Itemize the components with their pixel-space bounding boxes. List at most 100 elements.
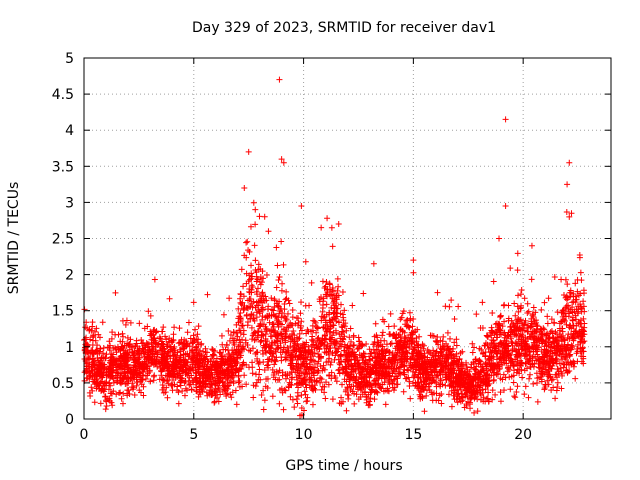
data-point <box>544 348 551 355</box>
data-point <box>167 355 174 362</box>
data-point <box>246 272 253 279</box>
data-point <box>293 396 300 403</box>
data-point <box>298 318 305 325</box>
data-point <box>503 357 510 364</box>
data-point <box>530 310 537 317</box>
data-point <box>567 351 574 358</box>
data-point <box>415 374 422 381</box>
data-point <box>491 340 498 347</box>
data-point <box>99 319 106 326</box>
data-point <box>298 404 305 411</box>
data-point <box>268 312 275 319</box>
data-point <box>239 299 246 306</box>
data-point <box>172 355 179 362</box>
data-point <box>395 357 402 364</box>
data-point <box>338 351 345 358</box>
data-point <box>319 308 326 315</box>
data-point <box>567 293 574 300</box>
data-point <box>138 365 145 372</box>
data-point <box>387 358 394 365</box>
data-point <box>430 390 437 397</box>
data-point <box>83 375 90 382</box>
data-point <box>145 308 152 315</box>
data-point <box>474 396 481 403</box>
data-point <box>403 317 410 324</box>
data-point <box>171 324 178 331</box>
data-point <box>179 368 186 375</box>
data-point <box>93 385 100 392</box>
data-point <box>253 314 260 321</box>
data-point <box>226 337 233 344</box>
data-point <box>159 366 166 373</box>
data-point <box>118 380 125 387</box>
data-point <box>247 315 254 322</box>
data-point <box>528 344 535 351</box>
data-point <box>251 242 258 249</box>
data-point <box>276 298 283 305</box>
data-point <box>199 379 206 386</box>
data-point <box>432 350 439 357</box>
data-point <box>318 376 325 383</box>
data-point <box>526 375 533 382</box>
data-point <box>126 391 133 397</box>
data-point <box>97 380 104 387</box>
data-point <box>342 358 349 365</box>
data-point <box>170 345 177 352</box>
data-point <box>278 314 285 321</box>
data-point <box>393 365 400 372</box>
data-point <box>477 325 484 332</box>
data-point <box>367 389 374 396</box>
data-point <box>334 275 341 282</box>
data-point <box>450 389 457 396</box>
data-point <box>414 385 421 392</box>
data-point <box>198 352 205 359</box>
data-point <box>194 358 201 365</box>
data-point <box>518 359 525 366</box>
data-point <box>247 223 254 230</box>
data-point <box>554 384 561 391</box>
data-point <box>407 395 414 402</box>
y-tick-label: 4 <box>65 123 74 139</box>
data-point <box>258 295 265 302</box>
data-point <box>249 370 256 377</box>
data-point <box>202 345 209 352</box>
data-point <box>93 325 100 332</box>
data-point <box>379 329 386 336</box>
data-point <box>243 381 250 388</box>
data-point <box>156 376 163 383</box>
data-point <box>301 362 308 369</box>
data-point <box>244 322 251 329</box>
data-point <box>566 352 573 359</box>
data-point <box>235 379 242 386</box>
data-point <box>539 368 546 375</box>
data-point <box>368 386 375 393</box>
data-point <box>295 336 302 343</box>
data-point <box>521 295 528 302</box>
data-point <box>557 346 564 353</box>
data-point <box>366 356 373 363</box>
data-point <box>117 338 124 345</box>
data-point <box>224 390 231 397</box>
data-point <box>566 159 573 166</box>
data-point <box>268 306 275 313</box>
data-point <box>107 354 114 361</box>
data-point <box>528 276 535 283</box>
data-point <box>489 347 496 354</box>
data-point <box>445 391 452 398</box>
data-point <box>563 296 570 303</box>
data-point <box>497 312 504 319</box>
data-point <box>165 371 172 378</box>
data-point <box>409 323 416 330</box>
data-point <box>343 407 350 414</box>
data-point <box>455 375 462 382</box>
data-point <box>443 354 450 361</box>
data-point <box>136 320 143 327</box>
data-point <box>511 300 518 307</box>
data-point <box>514 267 521 274</box>
data-point <box>280 406 287 413</box>
data-point <box>433 379 440 386</box>
data-point <box>232 387 239 394</box>
data-point <box>115 331 122 338</box>
data-point <box>454 399 461 406</box>
data-point <box>433 360 440 367</box>
